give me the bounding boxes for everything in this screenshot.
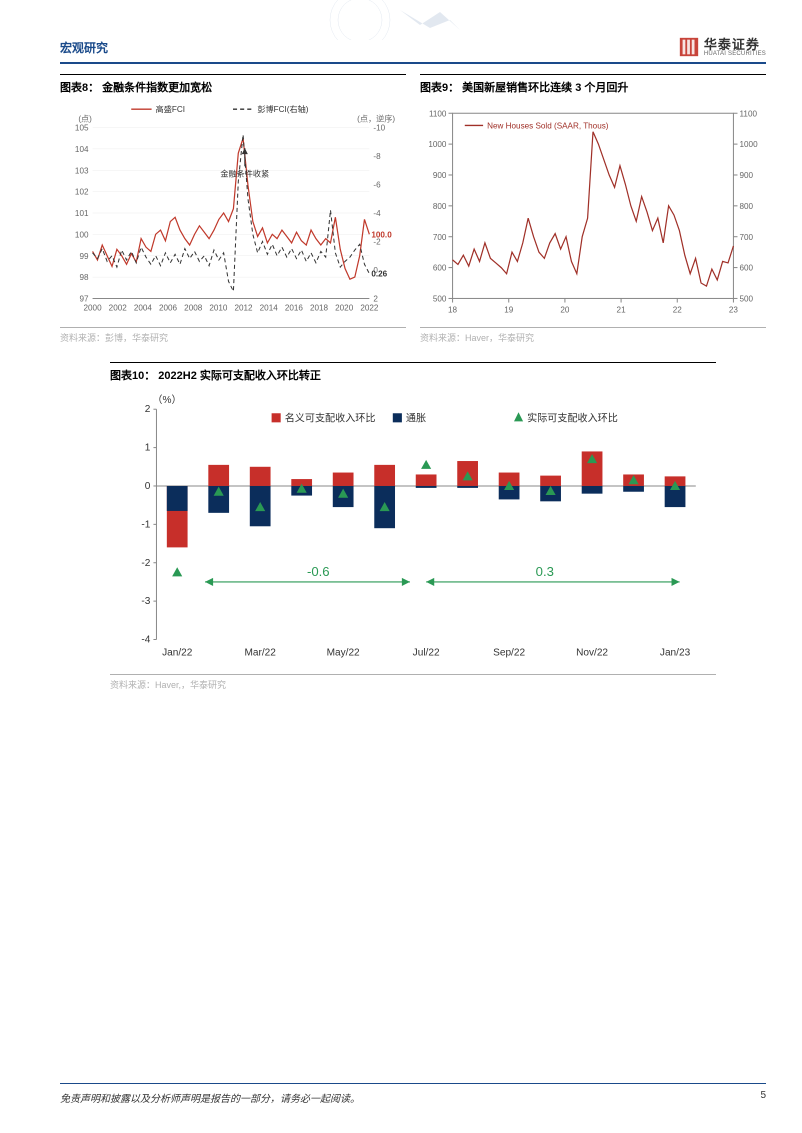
svg-text:(点): (点) xyxy=(78,114,92,123)
svg-text:2020: 2020 xyxy=(335,304,354,313)
svg-text:-3: -3 xyxy=(141,596,150,607)
svg-text:Sep/22: Sep/22 xyxy=(493,648,525,659)
chart-8-title: 图表8： 金融条件指数更加宽松 xyxy=(60,74,406,99)
chart-9-title: 图表9： 美国新屋销售环比连续 3 个月回升 xyxy=(420,74,766,99)
chart-10-source: 资料来源：Haver,，华泰研究 xyxy=(110,674,716,691)
svg-text:2008: 2008 xyxy=(184,304,203,313)
svg-text:600: 600 xyxy=(740,264,754,273)
logo-text-cn: 华泰证券 xyxy=(704,38,766,51)
svg-text:104: 104 xyxy=(75,145,89,154)
page-header: 宏观研究 华泰证券 HUATAI SECURITIES xyxy=(60,36,766,64)
svg-text:100: 100 xyxy=(75,230,89,239)
svg-text:New Houses Sold (SAAR, Thous): New Houses Sold (SAAR, Thous) xyxy=(487,122,609,131)
svg-text:May/22: May/22 xyxy=(327,648,360,659)
svg-text:实际可支配收入环比: 实际可支配收入环比 xyxy=(527,411,618,424)
svg-text:105: 105 xyxy=(75,124,89,133)
svg-text:2004: 2004 xyxy=(134,304,153,313)
svg-text:1100: 1100 xyxy=(740,109,758,118)
svg-text:2022: 2022 xyxy=(360,304,379,313)
svg-text:-2: -2 xyxy=(141,558,150,569)
svg-text:高盛FCI: 高盛FCI xyxy=(156,104,185,114)
svg-text:23: 23 xyxy=(729,306,739,315)
svg-text:18: 18 xyxy=(448,306,458,315)
svg-text:1100: 1100 xyxy=(429,109,447,118)
svg-text:(点，逆序): (点，逆序) xyxy=(357,113,395,123)
svg-text:800: 800 xyxy=(740,202,754,211)
chart-8: 图表8： 金融条件指数更加宽松 97 98 99 100 101 102 103 104 105… xyxy=(60,74,406,344)
chart-8-source: 资料来源：彭博，华泰研究 xyxy=(60,327,406,344)
footer-disclaimer: 免责声明和披露以及分析师声明是报告的一部分，请务必一起阅读。 xyxy=(60,1090,360,1105)
chart-10-svg: -4 -3 -2 -1 0 1 2（%） Jan/22 Mar/22 May/22 Jul/22 Se… xyxy=(110,387,716,670)
svg-text:101: 101 xyxy=(75,209,89,218)
svg-text:-8: -8 xyxy=(373,152,381,161)
chart-10-title: 图表10： 2022H2 实际可支配收入环比转正 xyxy=(110,362,716,387)
svg-text:98: 98 xyxy=(79,273,89,282)
svg-text:2: 2 xyxy=(145,404,151,415)
page-footer: 免责声明和披露以及分析师声明是报告的一部分，请务必一起阅读。 5 xyxy=(60,1083,766,1105)
svg-text:-10: -10 xyxy=(373,124,385,133)
brand-logo: 华泰证券 HUATAI SECURITIES xyxy=(678,36,766,58)
svg-text:2012: 2012 xyxy=(235,304,254,313)
svg-text:0: 0 xyxy=(145,481,151,492)
svg-text:500: 500 xyxy=(433,295,447,304)
svg-text:-6: -6 xyxy=(373,181,381,190)
svg-text:2014: 2014 xyxy=(260,304,279,313)
svg-text:700: 700 xyxy=(740,233,754,242)
svg-text:19: 19 xyxy=(504,306,514,315)
svg-text:2010: 2010 xyxy=(209,304,228,313)
svg-text:99: 99 xyxy=(79,252,89,261)
svg-text:金融条件收紧: 金融条件收紧 xyxy=(220,169,269,179)
svg-text:103: 103 xyxy=(75,166,89,175)
section-label: 宏观研究 xyxy=(60,39,108,56)
chart-8-svg: 979899100101102103104105(点)-10-8-6-4-202… xyxy=(60,99,406,323)
svg-text:2016: 2016 xyxy=(285,304,304,313)
svg-text:2000: 2000 xyxy=(84,304,103,313)
svg-text:Mar/22: Mar/22 xyxy=(244,648,276,659)
svg-text:21: 21 xyxy=(617,306,627,315)
svg-text:-0.6: -0.6 xyxy=(307,564,330,579)
chart-10: 图表10： 2022H2 实际可支配收入环比转正 -4 -3 -2 -1 0 1 2（%） J… xyxy=(110,362,716,691)
svg-text:彭博FCI(右轴): 彭博FCI(右轴) xyxy=(257,104,308,114)
svg-text:600: 600 xyxy=(433,264,447,273)
logo-icon xyxy=(678,36,700,58)
svg-text:-4: -4 xyxy=(373,209,381,218)
svg-text:700: 700 xyxy=(433,233,447,242)
svg-text:Nov/22: Nov/22 xyxy=(576,648,608,659)
svg-text:0.3: 0.3 xyxy=(536,564,554,579)
svg-text:Jan/22: Jan/22 xyxy=(162,648,193,659)
svg-text:500: 500 xyxy=(740,295,754,304)
svg-text:2006: 2006 xyxy=(159,304,178,313)
svg-text:通胀: 通胀 xyxy=(406,412,426,424)
svg-text:97: 97 xyxy=(79,295,89,304)
page-number: 5 xyxy=(760,1090,766,1105)
svg-text:1000: 1000 xyxy=(740,140,759,149)
svg-text:900: 900 xyxy=(433,171,447,180)
svg-text:-4: -4 xyxy=(141,634,150,645)
svg-text:名义可支配收入环比: 名义可支配收入环比 xyxy=(285,411,376,424)
svg-text:（%）: （%） xyxy=(152,394,181,406)
svg-text:1: 1 xyxy=(145,443,151,454)
svg-text:-1: -1 xyxy=(141,519,150,530)
svg-text:102: 102 xyxy=(75,188,89,197)
svg-text:Jul/22: Jul/22 xyxy=(413,648,440,659)
svg-text:2002: 2002 xyxy=(109,304,128,313)
svg-text:2018: 2018 xyxy=(310,304,329,313)
svg-text:1000: 1000 xyxy=(428,140,447,149)
chart-9-source: 资料来源：Haver，华泰研究 xyxy=(420,327,766,344)
chart-9: 图表9： 美国新屋销售环比连续 3 个月回升 500 500 600 600 700 70… xyxy=(420,74,766,344)
svg-text:0.26: 0.26 xyxy=(371,270,387,279)
svg-text:800: 800 xyxy=(433,202,447,211)
svg-text:20: 20 xyxy=(560,306,570,315)
svg-text:100.0: 100.0 xyxy=(371,230,392,239)
svg-text:22: 22 xyxy=(673,306,683,315)
svg-text:900: 900 xyxy=(740,171,754,180)
svg-text:Jan/23: Jan/23 xyxy=(660,648,691,659)
chart-9-svg: 500 500 600 600 700 700 800 800 900 900 1000 1000 11… xyxy=(420,99,766,323)
svg-text:2: 2 xyxy=(373,295,378,304)
header-decoration xyxy=(300,0,500,40)
logo-text-en: HUATAI SECURITIES xyxy=(704,51,766,57)
